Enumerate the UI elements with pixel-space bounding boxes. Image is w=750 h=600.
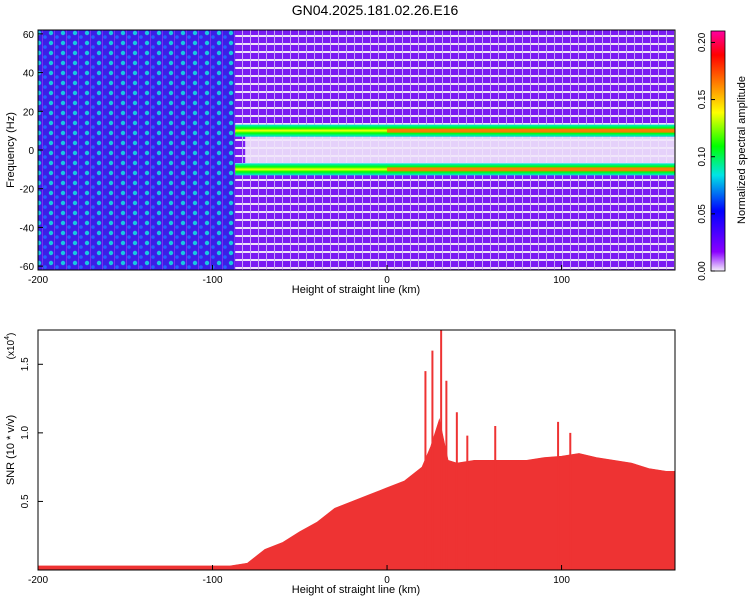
spectral-band-core: [387, 167, 675, 172]
colorbar-ticks: 0.00 0.05 0.10 0.15 0.20: [697, 32, 715, 281]
chart-title: GN04.2025.181.02.26.E16: [291, 2, 459, 18]
colorbar-tick-label: 0.05: [697, 204, 708, 224]
y-axis-label-top: Frequency (Hz): [5, 112, 17, 188]
x-axis-ticks-top: -200 -100 0 100: [28, 265, 570, 286]
heatmap-area: [38, 30, 675, 270]
snr-panel: 0.5 1.0 1.5 -200 -100 0 100 SNR (10 * v/v) (x…: [4, 329, 676, 596]
snr-spikes: [424, 330, 572, 570]
colorbar-tick-label: 0.10: [697, 147, 708, 167]
colorbar: 0.00 0.05 0.10 0.15 0.20 Normalized spectral…: [697, 30, 748, 281]
colorbar-tick-label: 0.15: [697, 89, 708, 109]
y-tick-label: 60: [23, 30, 35, 41]
y-multiplier-exp: 4: [4, 336, 11, 340]
y-tick-label: 0.5: [20, 494, 31, 508]
colorbar-tick-label: 0.20: [697, 32, 708, 52]
x-tick-label: 100: [553, 275, 570, 286]
x-tick-label: -200: [28, 575, 48, 586]
y-tick-label: 40: [23, 69, 35, 80]
y-tick-label: -60: [20, 262, 35, 273]
x-axis-ticks-bottom: -200 -100 0 100: [28, 565, 570, 586]
y-axis-ticks-bottom: 0.5 1.0 1.5: [20, 357, 43, 508]
y-multiplier: (x104): [4, 333, 17, 360]
x-tick-label: 0: [384, 575, 390, 586]
y-tick-label: 1.5: [20, 357, 31, 371]
y-tick-label: 0: [28, 146, 34, 157]
x-tick-label: 100: [553, 575, 570, 586]
colorbar-tick-label: 0.00: [697, 261, 708, 281]
x-tick-label: -100: [203, 275, 223, 286]
x-tick-label: 0: [384, 275, 390, 286]
y-axis-label-bottom: SNR (10 * v/v): [5, 415, 17, 485]
y-tick-label: 1.0: [20, 425, 31, 439]
x-axis-label-top: Height of straight line (km): [292, 284, 420, 296]
x-axis-label-bottom: Height of straight line (km): [292, 584, 420, 596]
colorbar-label: Normalized spectral amplitude: [736, 76, 748, 224]
y-tick-label: -40: [20, 223, 35, 234]
y-tick-label: 20: [23, 107, 35, 118]
y-multiplier-base: (x104): [4, 333, 17, 360]
x-tick-label: -100: [203, 575, 223, 586]
spectral-bands: [235, 124, 675, 176]
snr-area: [38, 417, 675, 570]
y-tick-label: -20: [20, 185, 35, 196]
x-tick-label: -200: [28, 275, 48, 286]
y-axis-ticks-top: -60 -40 -20 0 20 40 60: [20, 30, 43, 273]
spectral-band-core: [387, 128, 675, 133]
